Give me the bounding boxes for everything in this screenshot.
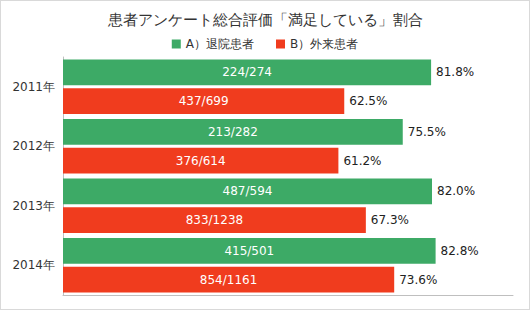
svg-text:213/282: 213/282: [208, 125, 258, 139]
svg-text:487/594: 487/594: [223, 184, 273, 198]
svg-text:2014年: 2014年: [12, 258, 55, 272]
svg-text:61.2%: 61.2%: [343, 154, 381, 168]
svg-text:73.6%: 73.6%: [399, 273, 437, 287]
svg-text:62.5%: 62.5%: [349, 94, 387, 108]
svg-text:81.8%: 81.8%: [436, 65, 474, 79]
svg-text:437/699: 437/699: [179, 94, 229, 108]
svg-text:A）退院患者: A）退院患者: [186, 37, 254, 51]
svg-text:75.5%: 75.5%: [408, 125, 446, 139]
svg-text:415/501: 415/501: [224, 244, 274, 258]
svg-text:67.3%: 67.3%: [371, 213, 409, 227]
svg-text:224/274: 224/274: [222, 65, 272, 79]
svg-text:854/1161: 854/1161: [200, 273, 258, 287]
svg-text:82.0%: 82.0%: [437, 184, 475, 198]
svg-text:376/614: 376/614: [176, 154, 226, 168]
svg-text:833/1238: 833/1238: [186, 213, 244, 227]
svg-text:2011年: 2011年: [12, 80, 55, 94]
svg-text:患者アンケート総合評価「満足している」割合: 患者アンケート総合評価「満足している」割合: [107, 11, 423, 29]
svg-text:2013年: 2013年: [12, 199, 55, 213]
svg-text:B）外来患者: B）外来患者: [290, 37, 358, 51]
svg-text:2012年: 2012年: [12, 139, 55, 153]
svg-text:82.8%: 82.8%: [441, 244, 479, 258]
